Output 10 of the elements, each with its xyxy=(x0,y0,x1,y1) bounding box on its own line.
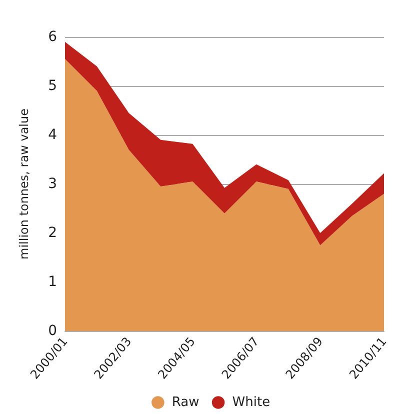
legend-label: Raw xyxy=(172,395,200,410)
y-tick-label: 3 xyxy=(48,176,57,192)
legend-label: White xyxy=(232,395,270,410)
y-tick-label: 5 xyxy=(48,78,57,94)
y-tick-label: 2 xyxy=(48,225,57,241)
y-tick-label: 1 xyxy=(48,274,57,290)
y-tick-label: 4 xyxy=(48,127,58,143)
y-tick-label: 0 xyxy=(48,323,57,339)
y-tick-label: 6 xyxy=(48,29,58,45)
y-axis-title: million tonnes, raw value xyxy=(17,108,31,260)
